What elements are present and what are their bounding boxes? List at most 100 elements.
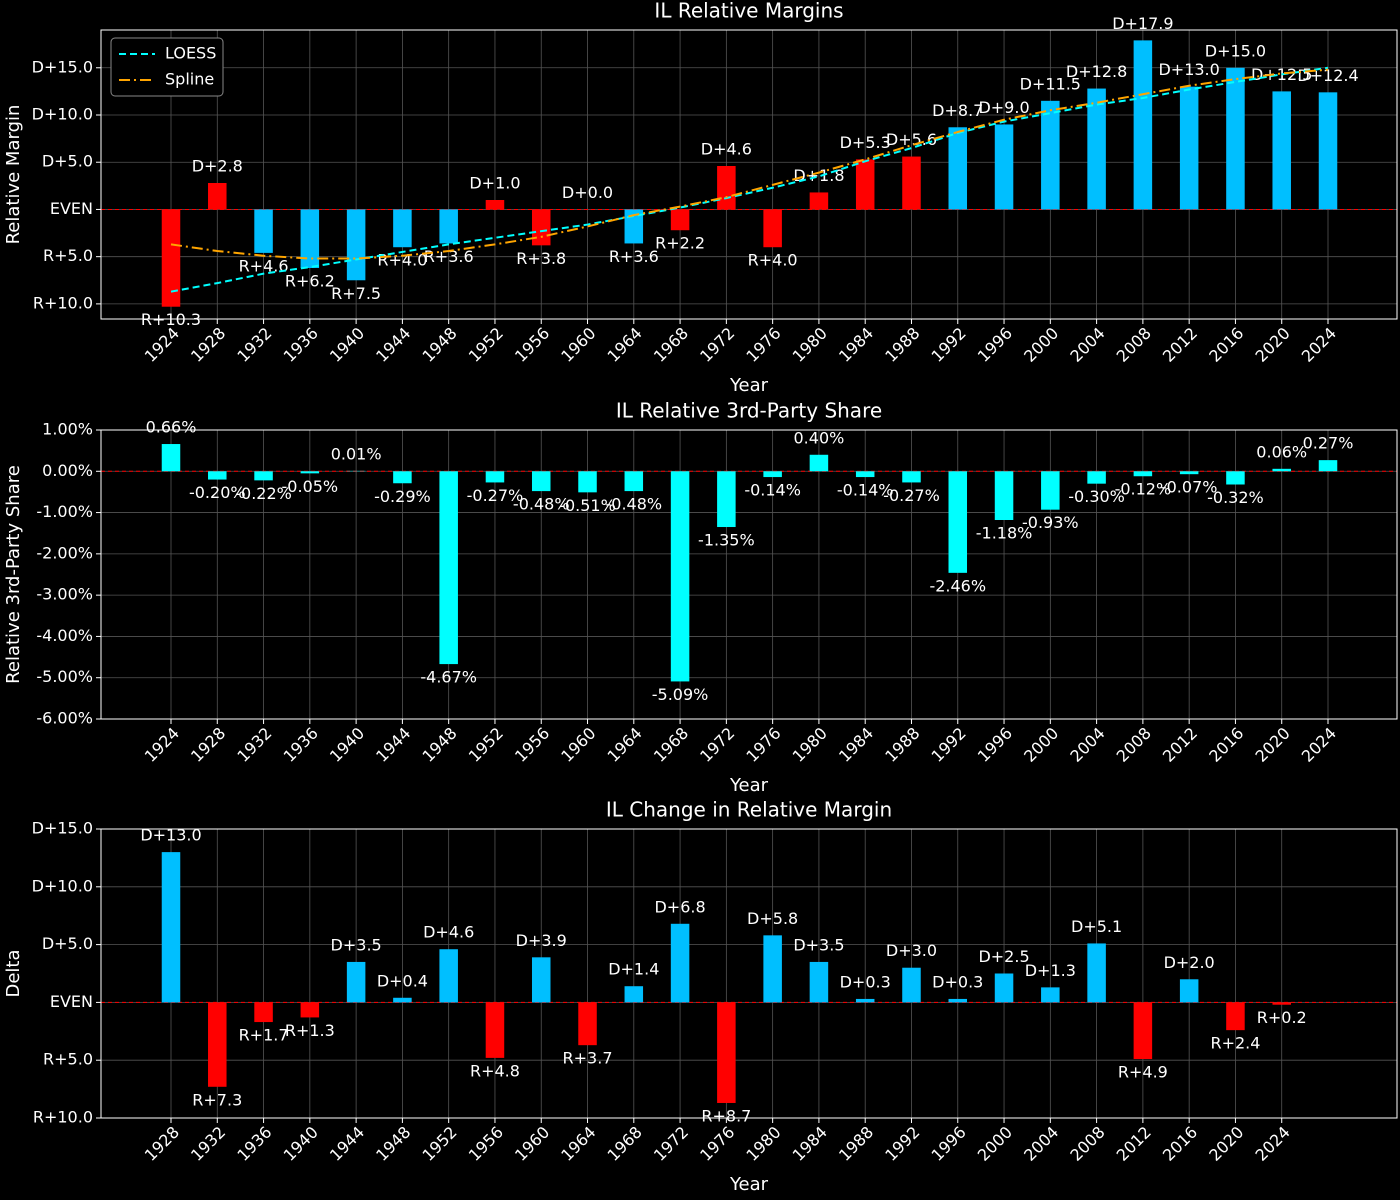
value-label: D+1.8	[793, 166, 844, 185]
x-axis-label: Year	[729, 775, 769, 796]
bar	[161, 209, 181, 307]
value-label: -0.51%	[559, 496, 616, 515]
bar	[208, 1002, 227, 1087]
value-label: D+5.3	[840, 133, 891, 152]
value-label: -0.29%	[374, 487, 431, 506]
value-label: R+6.2	[285, 272, 335, 291]
x-tick-label: 1992	[881, 1123, 923, 1165]
value-label: -5.09%	[652, 685, 709, 704]
value-label: D+0.3	[840, 972, 891, 991]
bar	[346, 961, 366, 1003]
y-tick-label: -2.00%	[36, 543, 93, 562]
x-tick-label: 1980	[742, 1123, 784, 1165]
x-tick-label: 1928	[187, 724, 229, 766]
x-tick-label: 1956	[511, 724, 553, 766]
y-tick-label: -3.00%	[36, 585, 93, 604]
bar	[994, 471, 1014, 521]
x-tick-label: 1936	[280, 724, 322, 766]
x-tick-label: 1988	[835, 1123, 877, 1165]
x-tick-label: 1976	[742, 724, 784, 766]
value-label: -4.67%	[420, 668, 477, 687]
y-axis-label: Delta	[3, 949, 24, 997]
x-tick-label: 1948	[418, 724, 460, 766]
value-label: -0.32%	[1207, 488, 1264, 507]
bar	[161, 444, 181, 472]
x-tick-label: 1924	[141, 324, 183, 366]
value-label: D+2.8	[192, 157, 243, 176]
bar	[1041, 100, 1060, 210]
bar	[485, 1002, 505, 1058]
y-tick-label: D+10.0	[32, 105, 93, 124]
bar	[948, 471, 968, 573]
y-axis-label: Relative 3rd-Party Share	[3, 465, 24, 684]
x-tick-label: 2012	[1113, 1123, 1155, 1165]
value-label: D+12.8	[1066, 62, 1127, 81]
value-label: R+1.7	[239, 1026, 289, 1045]
x-tick-label: 1980	[789, 324, 831, 366]
value-label: -2.46%	[929, 576, 986, 595]
bar	[670, 923, 690, 1003]
value-label: R+4.9	[1118, 1063, 1168, 1082]
bar	[531, 957, 551, 1003]
bar	[624, 209, 644, 244]
x-tick-label: 2008	[1066, 1123, 1108, 1165]
x-tick-label: 1956	[511, 324, 553, 366]
value-label: R+8.7	[701, 1106, 751, 1125]
bar	[717, 166, 736, 210]
value-label: R+3.6	[424, 247, 474, 266]
x-tick-label: 1972	[650, 1123, 692, 1165]
value-label: 0.01%	[331, 444, 382, 463]
bar	[1133, 40, 1153, 210]
value-label: D+1.0	[469, 174, 520, 193]
value-label: -0.27%	[883, 486, 940, 505]
value-label: D+3.5	[793, 935, 844, 954]
x-tick-label: 2016	[1205, 724, 1247, 766]
value-label: D+4.6	[701, 140, 752, 159]
x-tick-label: 1944	[372, 724, 414, 766]
bar	[485, 200, 505, 210]
x-tick-label: 2024	[1252, 1123, 1294, 1165]
bar	[763, 935, 782, 1003]
plot-frame	[100, 828, 1398, 1119]
y-tick-label: -6.00%	[36, 709, 93, 728]
bar	[763, 209, 782, 248]
bar	[1179, 86, 1199, 210]
value-label: D+15.0	[1205, 41, 1266, 60]
bar	[439, 949, 458, 1003]
x-tick-label: 1968	[650, 324, 692, 366]
bar	[254, 209, 273, 253]
bar	[1226, 67, 1245, 210]
value-label: R+7.5	[331, 284, 381, 303]
y-tick-label: R+5.0	[43, 1050, 93, 1069]
x-tick-label: 1944	[372, 324, 414, 366]
value-label: -0.48%	[513, 495, 570, 514]
bar	[763, 471, 782, 478]
x-tick-label: 1964	[604, 324, 646, 366]
bar	[948, 127, 968, 210]
bar	[1133, 1002, 1153, 1060]
value-label: -1.35%	[698, 531, 755, 550]
value-label: D+3.5	[331, 935, 382, 954]
x-tick-label: 1952	[465, 724, 507, 766]
bar	[208, 183, 227, 210]
value-label: R+3.6	[609, 247, 659, 266]
value-label: D+11.5	[1020, 74, 1081, 93]
bar	[578, 471, 597, 493]
x-tick-label: 1996	[928, 1123, 970, 1165]
x-tick-label: 1960	[557, 724, 599, 766]
y-tick-label: D+15.0	[32, 819, 93, 838]
x-tick-label: 2008	[1113, 324, 1155, 366]
bar	[1041, 987, 1060, 1003]
value-label: R+2.4	[1210, 1034, 1260, 1053]
y-tick-label: R+5.0	[43, 246, 93, 265]
value-label: D+0.0	[562, 183, 613, 202]
bar	[439, 209, 458, 244]
x-tick-label: 1932	[233, 724, 275, 766]
value-label: R+10.3	[141, 310, 201, 329]
x-tick-label: 1976	[696, 1123, 738, 1165]
value-label: -0.05%	[282, 477, 339, 496]
bar	[717, 471, 736, 528]
value-label: -0.07%	[1161, 478, 1218, 497]
bar	[1226, 471, 1245, 485]
